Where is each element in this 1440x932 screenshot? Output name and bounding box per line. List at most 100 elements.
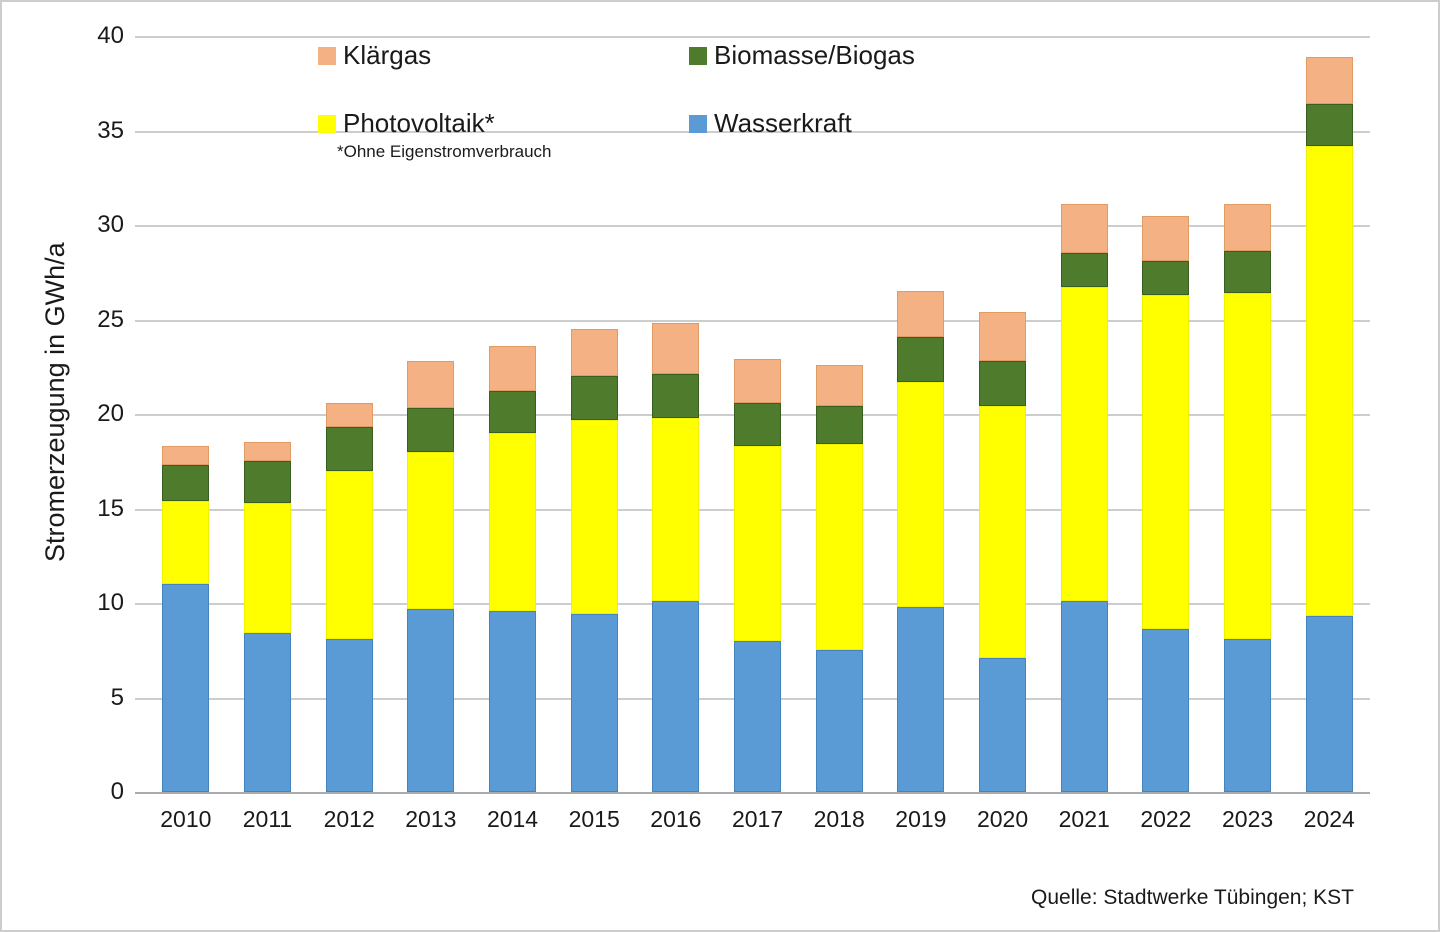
legend-item-wasserkraft: Wasserkraft: [689, 108, 852, 139]
y-tick-label-5: 5: [110, 683, 124, 711]
gridline-40: [135, 36, 1370, 38]
segment-biomassebiogas-2024: [1305, 104, 1353, 146]
x-axis-labels: 2010 2011 2012 2013 2014 2015 2016 2017 2018 2019…: [145, 806, 1370, 833]
stacked-bar-2015: [570, 328, 618, 792]
stacked-bar-2014: [489, 345, 537, 792]
segment-klrgas-2018: [815, 364, 863, 407]
segment-klrgas-2012: [325, 402, 373, 428]
segment-wasserkraft-2018: [815, 650, 863, 792]
y-tick-label-30: 30: [97, 211, 124, 238]
bar-slot-2010: [145, 36, 227, 792]
stacked-bar-2016: [652, 323, 700, 792]
segment-photovoltaik-2021: [1060, 287, 1108, 602]
bar-slot-2024: [1288, 36, 1370, 792]
segment-biomassebiogas-2020: [979, 361, 1027, 407]
y-tick-label-0: 0: [110, 778, 124, 805]
stacked-bar-2022: [1142, 215, 1190, 792]
x-tick-label-2018: 2018: [813, 806, 865, 832]
bar-slot-2011: [227, 36, 309, 792]
legend-label-wasserkraft: Wasserkraft: [714, 108, 852, 138]
x-tick-label-2014: 2014: [486, 806, 539, 832]
segment-klrgas-2015: [570, 328, 618, 377]
stacked-bar-2011: [244, 442, 291, 792]
bar-slot-2021: [1043, 36, 1125, 792]
segment-wasserkraft-2019: [897, 606, 945, 792]
legend-swatch-biomasse-biogas: [689, 46, 707, 65]
y-tick-label-40: 40: [97, 22, 124, 49]
segment-biomassebiogas-2014: [489, 391, 537, 433]
x-tick-label-2012: 2012: [323, 806, 375, 832]
segment-photovoltaik-2024: [1305, 145, 1353, 617]
segment-photovoltaik-2019: [897, 381, 945, 607]
stacked-bar-2012: [325, 402, 373, 792]
legend-swatch-photovoltaik: [318, 114, 336, 133]
legend-label-biomasse-biogas: Biomasse/Biogas: [714, 40, 915, 70]
segment-biomassebiogas-2019: [897, 336, 945, 382]
segment-klrgas-2013: [407, 361, 455, 409]
legend-label-photovoltaik: Photovoltaik*: [343, 108, 495, 138]
legend-item-photovoltaik: Photovoltaik*: [318, 108, 495, 139]
legend-label-klaergas: Klärgas: [343, 40, 432, 70]
segment-wasserkraft-2020: [979, 657, 1027, 792]
segment-photovoltaik-2020: [979, 406, 1027, 658]
source-text: Quelle: Stadtwerke Tübingen; KST: [1031, 886, 1354, 909]
segment-wasserkraft-2017: [734, 640, 782, 792]
segment-biomassebiogas-2018: [815, 406, 863, 445]
segment-wasserkraft-2021: [1060, 601, 1108, 792]
segment-photovoltaik-2012: [325, 470, 373, 639]
segment-klrgas-2016: [652, 323, 700, 375]
x-tick-label-2024: 2024: [1303, 806, 1355, 832]
segment-wasserkraft-2023: [1224, 638, 1272, 792]
x-tick-label-2021: 2021: [1058, 806, 1110, 832]
segment-wasserkraft-2014: [489, 610, 537, 792]
x-tick-label-2015: 2015: [568, 806, 620, 832]
segment-klrgas-2011: [244, 442, 291, 462]
y-tick-label-10: 10: [97, 589, 124, 616]
segment-klrgas-2020: [979, 311, 1027, 362]
segment-biomassebiogas-2022: [1142, 260, 1190, 295]
bar-slot-2012: [308, 36, 390, 792]
segment-photovoltaik-2015: [570, 419, 618, 615]
bar-slot-2018: [798, 36, 880, 792]
bar-slot-2015: [553, 36, 635, 792]
segment-klrgas-2010: [162, 446, 210, 466]
stacked-bar-2018: [815, 364, 863, 792]
segment-wasserkraft-2012: [325, 638, 373, 792]
y-tick-label-35: 35: [97, 116, 124, 144]
segment-klrgas-2021: [1060, 204, 1108, 254]
bar-slot-2013: [390, 36, 472, 792]
segment-biomassebiogas-2012: [325, 427, 373, 471]
segment-biomassebiogas-2016: [652, 374, 700, 418]
segment-wasserkraft-2024: [1305, 616, 1353, 792]
x-tick-label-2010: 2010: [160, 806, 212, 832]
bar-slot-2019: [880, 36, 962, 792]
stacked-bar-2020: [979, 311, 1027, 792]
segment-klrgas-2022: [1142, 215, 1190, 261]
segment-biomassebiogas-2010: [162, 465, 210, 501]
gridline-25: [135, 319, 1370, 322]
legend-item-klaergas: Klärgas: [318, 40, 431, 71]
stacked-bar-2017: [734, 359, 782, 792]
segment-biomassebiogas-2017: [734, 402, 782, 447]
legend-swatch-klaergas: [318, 46, 336, 65]
x-tick-label-2017: 2017: [731, 806, 784, 832]
segment-biomassebiogas-2021: [1060, 253, 1108, 288]
y-tick-label-15: 15: [97, 494, 124, 522]
x-tick-label-2023: 2023: [1221, 806, 1274, 832]
segment-photovoltaik-2011: [244, 502, 291, 634]
y-axis-tick-labels: 0 5 10 15 20 25 30 35 40: [2, 22, 124, 805]
segment-klrgas-2023: [1224, 204, 1272, 252]
stacked-bar-2010: [162, 446, 210, 792]
segment-wasserkraft-2013: [407, 608, 455, 792]
bar-slot-2023: [1207, 36, 1289, 792]
gridline-30: [135, 225, 1370, 227]
legend-item-biomasse-biogas: Biomasse/Biogas: [689, 40, 915, 71]
x-tick-label-2022: 2022: [1140, 806, 1192, 832]
axis-baseline: [135, 792, 1370, 794]
bar-slot-2020: [962, 36, 1044, 792]
segment-photovoltaik-2017: [734, 446, 782, 641]
segment-klrgas-2017: [734, 359, 782, 403]
bar-slot-2017: [717, 36, 799, 792]
segment-klrgas-2024: [1305, 56, 1353, 105]
